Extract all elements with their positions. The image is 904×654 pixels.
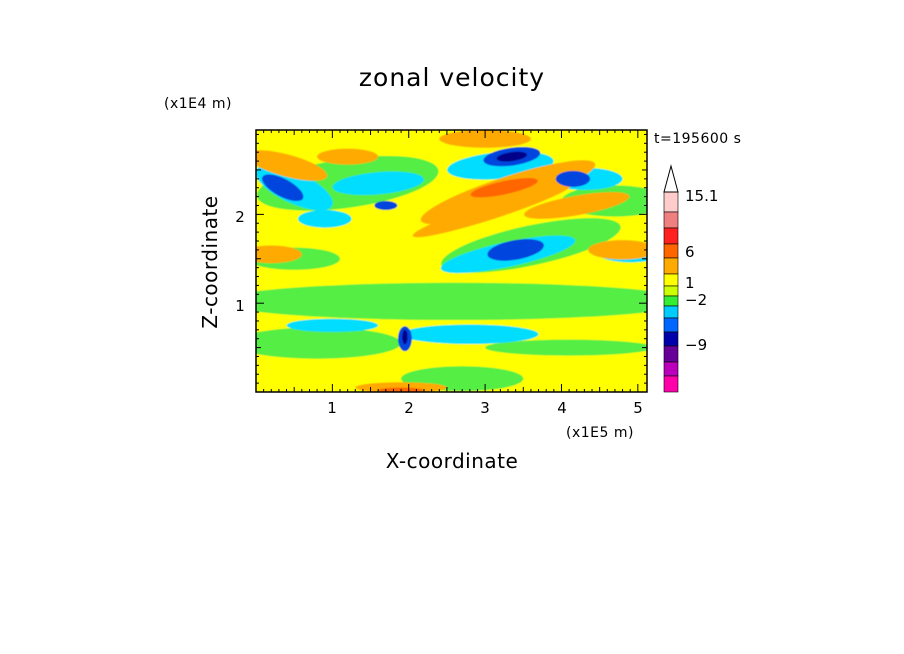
contour-cyan [286, 318, 379, 333]
colorbar-segment [663, 285, 679, 297]
x-tick-label: 3 [480, 399, 490, 417]
contour-cyan [332, 171, 424, 196]
colorbar-segment [663, 331, 679, 347]
contour-orange [439, 130, 531, 148]
colorbar-segment [663, 305, 679, 319]
contour-blue [374, 201, 398, 210]
contour-blue [262, 174, 304, 202]
colorbar-segment [663, 345, 679, 363]
contour-orange [256, 245, 302, 264]
colorbar-label: −9 [685, 336, 707, 354]
y-axis-unit: (x1E4 m) [164, 96, 232, 112]
contour-green [256, 282, 647, 321]
contour-green [256, 327, 402, 359]
contour-green [485, 339, 647, 356]
colorbar-segment [663, 243, 679, 259]
contour-red-orange [470, 178, 538, 198]
contour-orange [588, 240, 647, 260]
contour-navy [402, 329, 408, 345]
y-tick-label: 1 [235, 297, 245, 315]
contour-cyan [401, 324, 539, 345]
colorbar-segment [663, 273, 679, 287]
colorbar-extend-arrow [663, 164, 679, 193]
contour-cyan [298, 209, 352, 228]
colorbar-segment [663, 295, 679, 307]
time-label: t=195600 s [654, 131, 741, 147]
contour-blue [555, 170, 591, 187]
x-axis-label: X-coordinate [386, 449, 519, 473]
y-tick-label: 2 [235, 208, 245, 226]
colorbar-label: 1 [685, 274, 695, 292]
contour-field [256, 130, 647, 392]
colorbar [663, 164, 679, 393]
colorbar-segment [663, 211, 679, 229]
contour-orange [524, 192, 630, 219]
contour-orange [256, 150, 328, 181]
y-ticks [256, 133, 647, 384]
x-tick-label: 1 [327, 399, 337, 417]
x-tick-label: 2 [404, 399, 414, 417]
colorbar-label: 6 [685, 243, 695, 261]
colorbar-segment [663, 257, 679, 275]
x-tick-label: 4 [557, 399, 567, 417]
colorbar-label: 15.1 [685, 187, 718, 205]
contour-blue [487, 239, 544, 261]
colorbar-segment [663, 191, 679, 213]
colorbar-segment [663, 375, 679, 393]
contour-orange [317, 148, 379, 165]
colorbar-segment [663, 227, 679, 245]
colorbar-segment [663, 361, 679, 377]
colorbar-segment [663, 317, 679, 333]
colorbar-label: −2 [685, 291, 707, 309]
x-ticks [255, 130, 639, 392]
contour-orange [412, 182, 573, 238]
x-axis-unit: (x1E5 m) [566, 425, 634, 441]
chart-title: zonal velocity [359, 63, 545, 92]
contour-navy [496, 151, 527, 162]
y-axis-label: Z-coordinate [198, 195, 222, 328]
x-tick-label: 5 [633, 399, 643, 417]
plot-frame [255, 129, 648, 393]
